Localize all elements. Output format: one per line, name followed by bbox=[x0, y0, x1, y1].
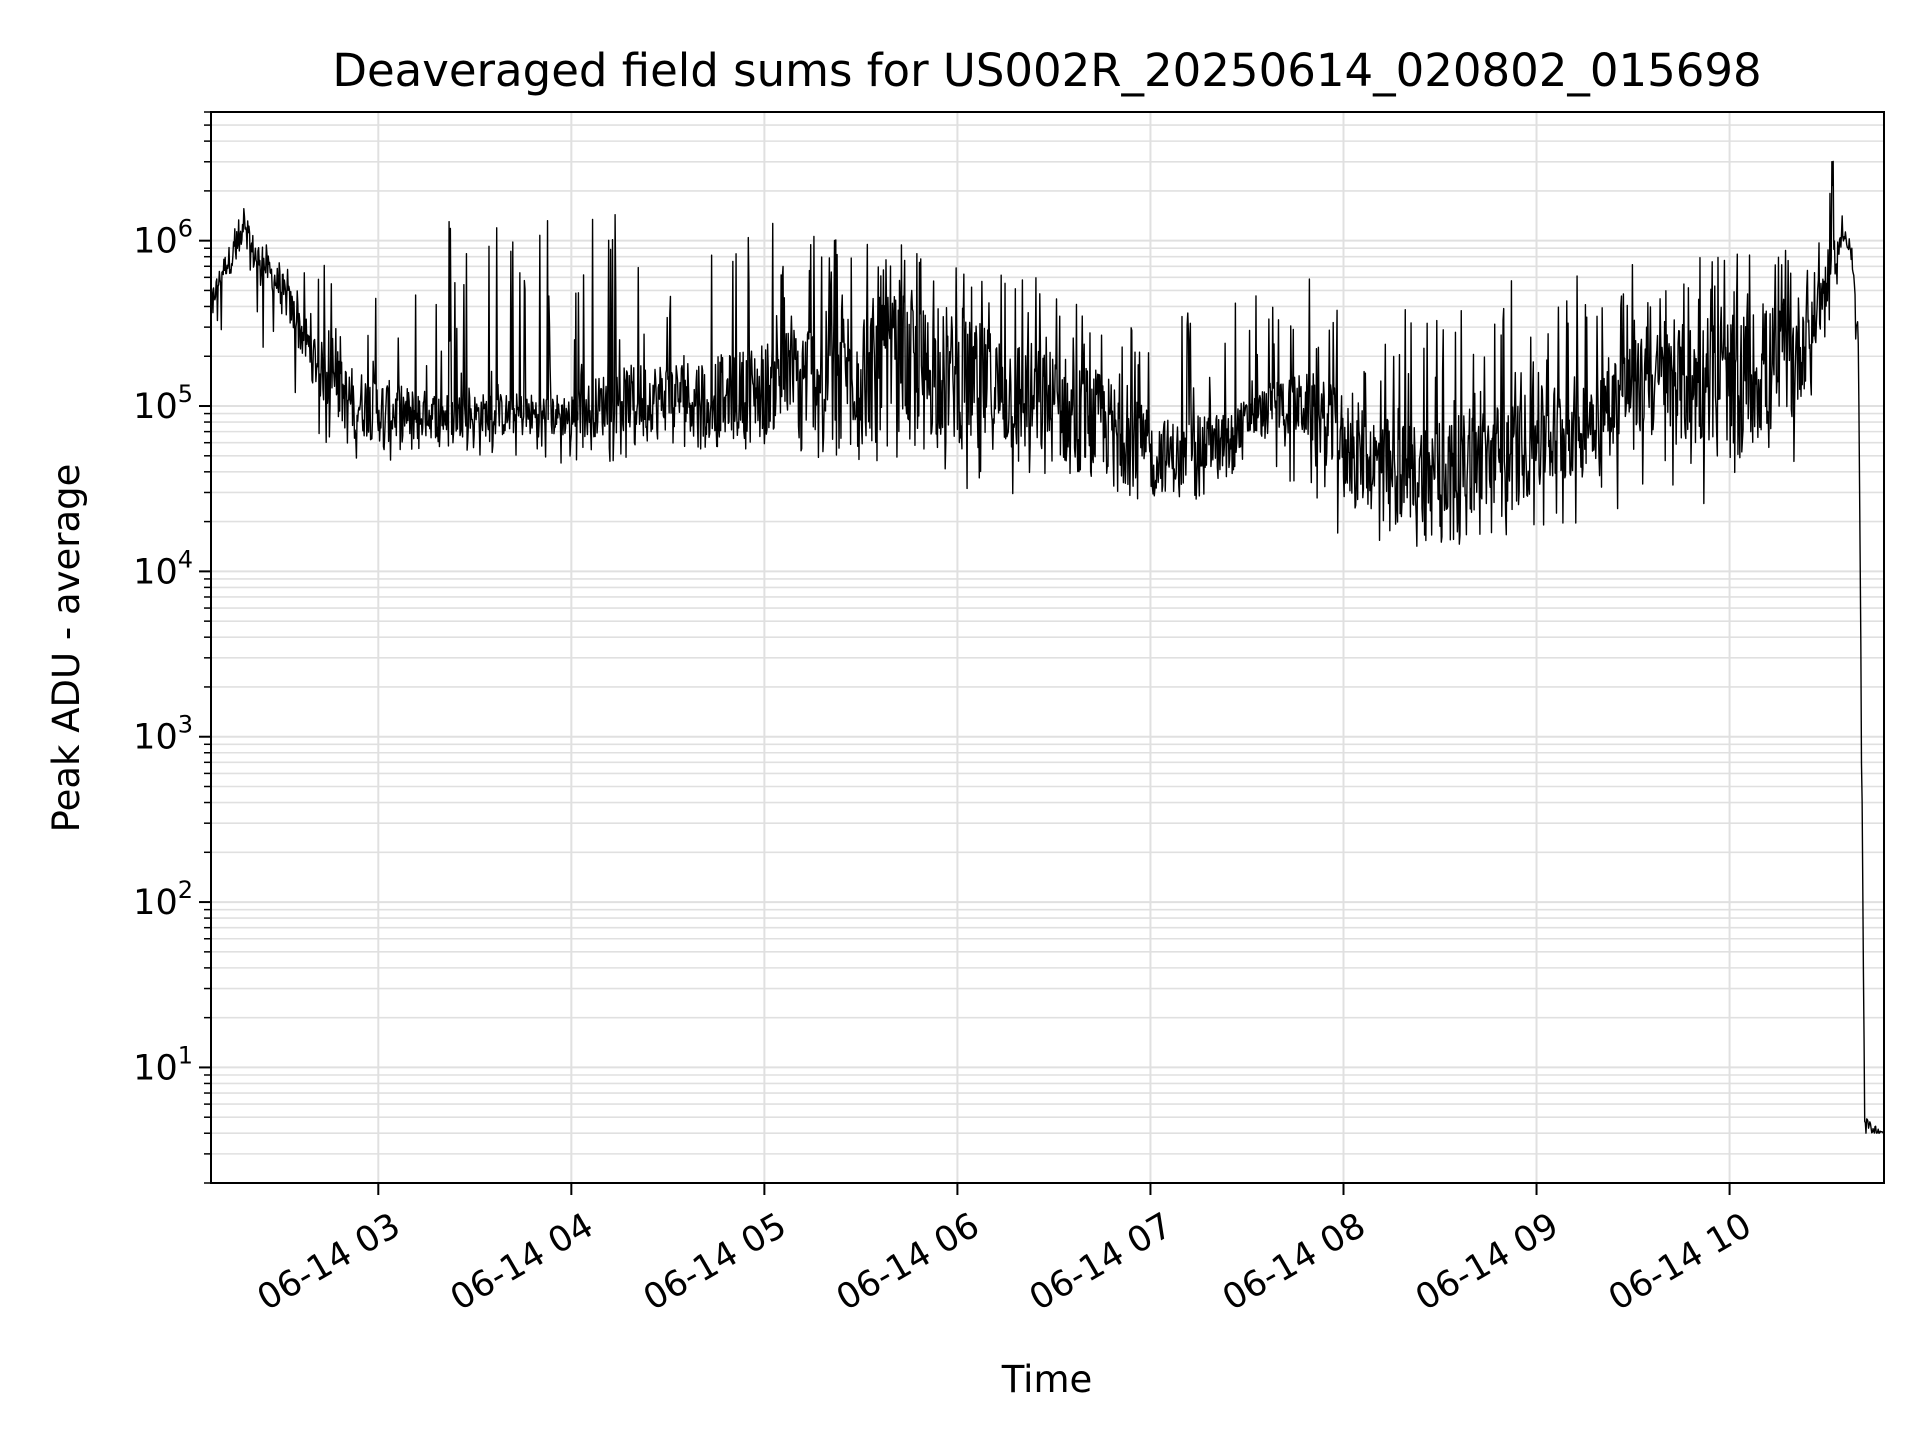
y-tick-exponent: 3 bbox=[178, 711, 193, 739]
series-line bbox=[210, 160, 1885, 1134]
y-tick-base: 10 bbox=[133, 222, 178, 262]
y-tick-base: 10 bbox=[133, 718, 178, 758]
y-tick-exponent: 4 bbox=[178, 545, 193, 573]
y-tick-exponent: 6 bbox=[178, 215, 193, 243]
x-axis-label: Time bbox=[1001, 1358, 1093, 1401]
y-tick-base: 10 bbox=[133, 552, 178, 592]
y-tick-label: 104 bbox=[133, 545, 193, 592]
y-tick-label: 106 bbox=[133, 215, 193, 262]
y-tick-exponent: 5 bbox=[178, 380, 193, 408]
series-layer bbox=[210, 160, 1885, 1134]
y-tick-base: 10 bbox=[133, 1048, 178, 1088]
y-tick-label: 101 bbox=[133, 1041, 193, 1088]
y-tick-label: 103 bbox=[133, 711, 193, 758]
y-axis-label: Peak ADU - average bbox=[45, 464, 88, 833]
chart-title: Deaveraged field sums for US002R_2025061… bbox=[332, 44, 1761, 97]
y-tick-label: 102 bbox=[133, 876, 193, 923]
y-tick-label: 105 bbox=[133, 380, 193, 427]
y-tick-base: 10 bbox=[133, 883, 178, 923]
plot-frame bbox=[210, 111, 1885, 1184]
y-tick-base: 10 bbox=[133, 387, 178, 427]
y-tick-exponent: 2 bbox=[178, 876, 193, 904]
y-tick-exponent: 1 bbox=[178, 1041, 193, 1069]
